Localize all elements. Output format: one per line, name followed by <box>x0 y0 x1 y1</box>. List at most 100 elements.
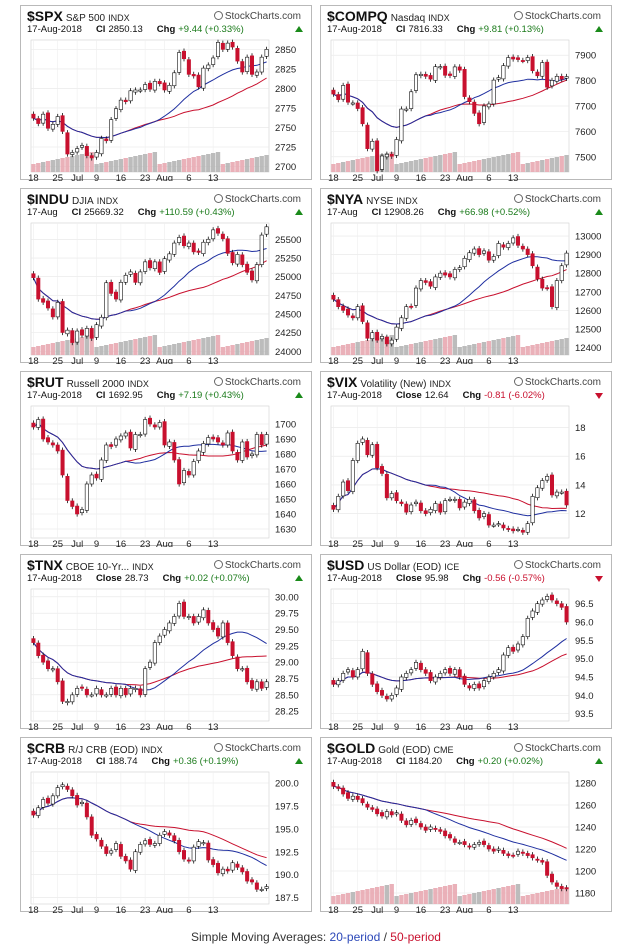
candle-body <box>84 146 89 156</box>
candle-body <box>70 789 75 797</box>
candle <box>245 54 250 75</box>
volume-bar <box>74 338 80 355</box>
candle <box>36 275 41 302</box>
quote-info-row: 17-Aug-2018 Close 12.64 Chg -0.81 (-6.02%) <box>327 390 545 401</box>
candle-body <box>89 694 94 697</box>
candle <box>525 850 530 859</box>
candle <box>65 783 70 793</box>
candle <box>501 62 506 82</box>
volume-bar <box>350 343 356 355</box>
brand-text: StockCharts.com <box>524 743 601 754</box>
candle <box>516 641 521 653</box>
candle <box>341 785 346 797</box>
candle-body <box>375 808 380 815</box>
x-tick-label: Aug <box>456 722 473 730</box>
chart-panel-compq: $COMPQ Nasdaq INDX StockCharts.com 17-Aug-20… <box>320 5 612 181</box>
candle-body <box>70 152 75 155</box>
volume-bar <box>423 341 428 355</box>
candle <box>384 334 389 347</box>
candle-body <box>341 787 346 795</box>
candle-body <box>225 238 230 254</box>
volume-bar <box>540 343 545 355</box>
volume-bar <box>374 338 380 355</box>
candle-body <box>331 505 336 510</box>
candle <box>482 510 487 520</box>
stockcharts-logo-icon <box>513 743 523 752</box>
close-value: 188.74 <box>108 756 138 767</box>
change-value: +66.98 (+0.52%) <box>459 207 531 218</box>
volume-bar <box>118 342 124 355</box>
candle <box>216 435 221 445</box>
candle-body <box>225 868 230 872</box>
candle-body <box>216 228 221 234</box>
arrow-up-icon <box>595 758 603 764</box>
candle <box>143 838 148 847</box>
candle <box>99 314 104 329</box>
y-tick-label: 2850 <box>275 45 296 56</box>
candle <box>418 71 423 79</box>
stockcharts-brand: StockCharts.com <box>513 742 601 754</box>
candle-body <box>428 75 433 80</box>
volume-bar <box>554 340 560 355</box>
candle <box>355 304 360 321</box>
candle-body <box>365 124 370 149</box>
candle <box>355 100 360 112</box>
candle <box>216 860 221 876</box>
exchange-label: INDX <box>428 13 450 23</box>
candle-body <box>389 695 394 700</box>
candle <box>506 54 511 69</box>
candle-body <box>384 336 389 345</box>
candle-body <box>31 422 36 428</box>
volume-bar <box>55 342 60 355</box>
close-value: 7816.33 <box>408 24 443 35</box>
volume-bar <box>462 346 467 355</box>
candle-body <box>104 138 109 142</box>
candle-body <box>50 308 55 318</box>
candle <box>438 64 443 70</box>
chart-panel-indu: $INDU DJIA INDX StockCharts.com 17-Aug Cl 2566… <box>20 188 312 364</box>
x-tick-label: 9 <box>394 905 399 913</box>
volume-bar <box>225 346 230 355</box>
candle-body <box>167 441 172 447</box>
candle <box>138 87 143 94</box>
volume-bar <box>476 343 482 355</box>
candle <box>496 846 501 853</box>
candle <box>250 53 255 78</box>
candle <box>216 225 221 236</box>
candle <box>177 456 182 487</box>
plot-area <box>30 405 270 539</box>
candle <box>250 877 255 885</box>
candle-body <box>55 787 60 797</box>
volume-bar <box>259 339 264 355</box>
candle-body <box>41 799 46 808</box>
y-tick-label: 28.25 <box>275 707 299 718</box>
y-tick-label: 25250 <box>275 254 301 265</box>
candle <box>550 284 555 310</box>
volume-bar <box>79 154 85 172</box>
candle-body <box>264 49 269 57</box>
candle <box>177 600 182 619</box>
volume-bar <box>89 335 94 355</box>
candle <box>250 677 255 691</box>
candle <box>370 805 375 813</box>
candle-body <box>220 42 225 50</box>
volume-bar <box>186 158 192 172</box>
candle-body <box>428 672 433 681</box>
security-name: CBOE 10-Yr... <box>65 562 130 573</box>
candle-body <box>448 273 453 278</box>
candle <box>94 685 99 697</box>
candle-body <box>94 152 99 158</box>
volume-bar <box>472 344 477 355</box>
candle-body <box>467 845 472 848</box>
candle-body <box>379 812 384 817</box>
candle <box>394 685 399 698</box>
candle <box>230 249 235 266</box>
volume-bar <box>433 339 438 355</box>
chart-title-row: $NYA NYSE INDX <box>327 191 418 207</box>
candle <box>201 839 206 846</box>
candle <box>501 242 506 250</box>
security-name: Gold (EOD) <box>378 745 431 756</box>
candle <box>438 827 443 835</box>
x-tick-label: 23 <box>440 356 451 364</box>
candle <box>182 233 187 249</box>
